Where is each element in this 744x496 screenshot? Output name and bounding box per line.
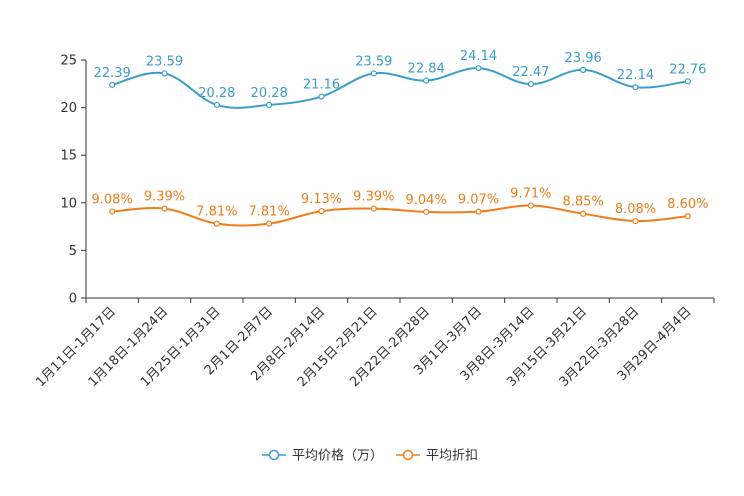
data-label: 8.08% bbox=[615, 202, 656, 217]
y-tick-label: 10 bbox=[60, 196, 77, 211]
data-point[interactable] bbox=[423, 77, 430, 84]
data-point[interactable] bbox=[213, 101, 220, 109]
data-point[interactable] bbox=[632, 84, 639, 91]
legend-item-2[interactable]: 平均折扣 bbox=[396, 449, 478, 464]
data-point[interactable] bbox=[475, 65, 482, 72]
y-tick-label: 25 bbox=[60, 54, 77, 69]
data-label: 23.59 bbox=[355, 54, 392, 69]
data-point[interactable] bbox=[423, 208, 430, 216]
data-point[interactable] bbox=[109, 208, 116, 215]
data-label: 9.13% bbox=[301, 192, 342, 207]
data-label: 9.04% bbox=[406, 193, 447, 208]
data-point[interactable] bbox=[266, 101, 273, 109]
data-point[interactable] bbox=[318, 207, 325, 215]
data-label: 20.28 bbox=[198, 86, 235, 101]
data-label: 22.14 bbox=[617, 68, 654, 83]
y-tick-label: 15 bbox=[60, 149, 77, 164]
data-label: 8.85% bbox=[563, 195, 604, 210]
data-label: 7.81% bbox=[196, 205, 237, 220]
data-point[interactable] bbox=[580, 66, 587, 74]
legend-item-1[interactable]: 平均价格（万） bbox=[262, 448, 383, 464]
y-tick-label: 5 bbox=[69, 244, 77, 259]
legend: 平均价格（万） 平均折扣 bbox=[262, 448, 478, 464]
data-point[interactable] bbox=[370, 70, 377, 77]
data-label: 9.07% bbox=[458, 193, 499, 208]
data-label: 9.39% bbox=[144, 190, 185, 205]
legend-label: 平均价格（万） bbox=[292, 448, 383, 464]
data-point[interactable] bbox=[213, 220, 220, 227]
data-point[interactable] bbox=[370, 205, 377, 212]
legend-marker-icon bbox=[402, 449, 414, 461]
data-label: 9.71% bbox=[510, 187, 551, 202]
y-tick-label: 0 bbox=[69, 292, 77, 307]
data-point[interactable] bbox=[161, 70, 168, 77]
data-label: 22.84 bbox=[408, 62, 445, 77]
data-point[interactable] bbox=[109, 81, 116, 88]
data-point[interactable] bbox=[266, 220, 273, 227]
data-label: 7.81% bbox=[249, 205, 290, 220]
data-label: 22.47 bbox=[512, 65, 549, 80]
data-point[interactable] bbox=[580, 210, 587, 217]
data-label: 22.39 bbox=[94, 66, 131, 81]
data-point[interactable] bbox=[527, 202, 534, 209]
data-point[interactable] bbox=[632, 217, 639, 225]
data-point[interactable] bbox=[318, 93, 325, 100]
data-label: 24.14 bbox=[460, 49, 497, 64]
data-point[interactable] bbox=[527, 80, 534, 88]
legend-marker-icon bbox=[268, 449, 280, 461]
data-label: 21.16 bbox=[303, 78, 340, 93]
data-label: 20.28 bbox=[251, 86, 288, 101]
legend-label: 平均折扣 bbox=[426, 449, 478, 464]
series-layer: 22.39 23.59 20.28 20.28 21.16 23.59 22.84 24.14… bbox=[92, 49, 708, 227]
axes: 05101520251月11日-1月17日1月18日-1月24日1月25日-1月… bbox=[33, 54, 715, 390]
data-label: 23.59 bbox=[146, 54, 183, 69]
data-label: 9.39% bbox=[353, 190, 394, 205]
data-label: 22.76 bbox=[669, 62, 706, 77]
series-line-2 bbox=[112, 204, 688, 227]
data-label: 8.60% bbox=[667, 197, 708, 212]
data-point[interactable] bbox=[475, 208, 482, 215]
y-tick-label: 20 bbox=[60, 101, 77, 116]
data-label: 9.08% bbox=[92, 193, 133, 208]
data-point[interactable] bbox=[684, 213, 691, 220]
data-label: 23.96 bbox=[565, 51, 602, 66]
data-point[interactable] bbox=[684, 78, 691, 85]
data-point[interactable] bbox=[161, 205, 168, 212]
series-line-1 bbox=[111, 67, 688, 109]
